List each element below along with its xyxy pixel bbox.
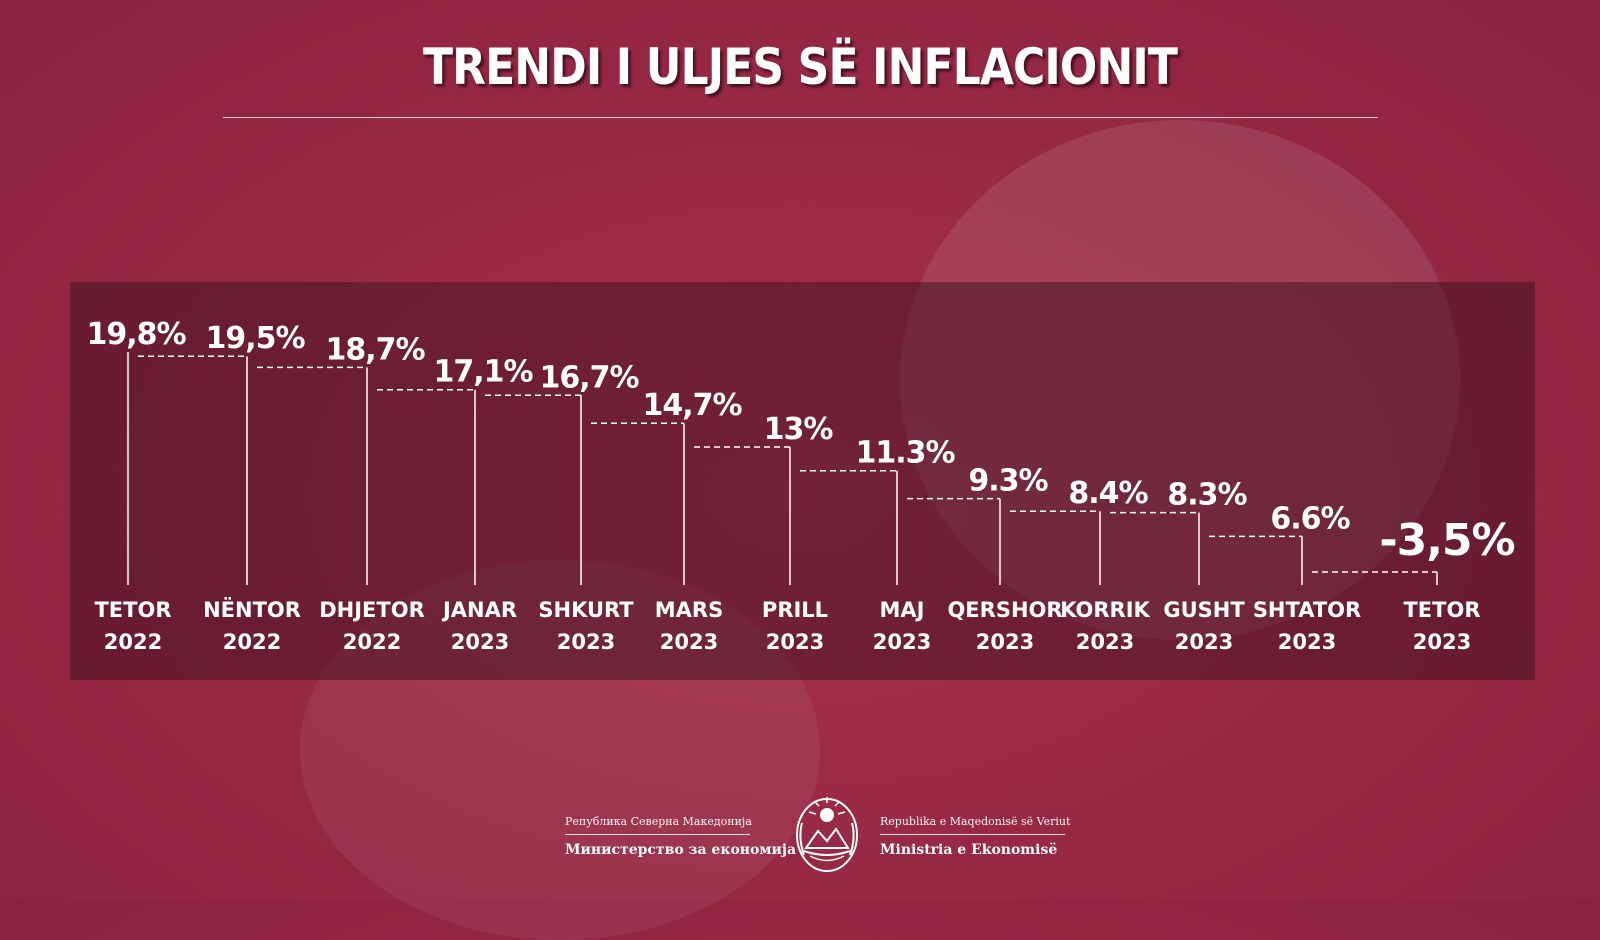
x-tick-year-5: 2023 <box>660 630 718 654</box>
value-label-4: 16,7% <box>539 360 639 395</box>
x-tick-month-3: JANAR <box>441 598 517 622</box>
x-tick-year-10: 2023 <box>1175 630 1233 654</box>
x-tick-month-2: DHJETOR <box>319 598 425 622</box>
x-tick-month-11: SHTATOR <box>1253 598 1361 622</box>
x-tick-month-10: GUSHT <box>1163 598 1245 622</box>
x-tick-month-6: PRILL <box>762 598 828 622</box>
value-label-12: -3,5% <box>1379 515 1514 566</box>
x-tick-month-5: MARS <box>655 598 723 622</box>
value-label-2: 18,7% <box>325 332 425 367</box>
x-tick-month-9: KORRIK <box>1060 598 1150 622</box>
value-label-6: 13% <box>764 412 834 447</box>
x-tick-month-4: SHKURT <box>538 598 634 622</box>
footer-right-country: Republika e Maqedonisë së Veriut <box>880 815 1071 828</box>
footer-macedonian: Република Северна Македонија Министерств… <box>565 815 796 858</box>
x-tick-year-4: 2023 <box>557 630 615 654</box>
footer-left-ministry: Министерство за економија <box>565 842 797 858</box>
x-tick-year-7: 2023 <box>873 630 931 654</box>
inflation-chart: 19,8% TETOR 2022 19,5% NËNTOR 2022 18,7% DHJETO… <box>86 317 1514 654</box>
value-label-11: 6.6% <box>1270 501 1350 536</box>
page-title: TRENDI I ULJES SË INFLACIONIT <box>422 38 1178 96</box>
x-tick-month-0: TETOR <box>94 598 171 622</box>
state-emblem-icon <box>796 797 858 872</box>
value-label-5: 14,7% <box>642 388 742 423</box>
value-label-3: 17,1% <box>433 355 533 390</box>
title-divider <box>223 117 1378 118</box>
x-tick-year-2: 2022 <box>343 630 401 654</box>
x-tick-year-6: 2023 <box>766 630 824 654</box>
footer-right-ministry: Ministria e Ekonomisë <box>880 842 1058 858</box>
x-tick-year-12: 2023 <box>1413 630 1471 654</box>
footer-albanian: Republika e Maqedonisë së Veriut Ministr… <box>880 815 1070 858</box>
footer-left-country: Република Северна Македонија <box>565 815 752 828</box>
x-tick-year-1: 2022 <box>223 630 281 654</box>
value-label-8: 9.3% <box>968 464 1048 499</box>
x-tick-month-7: MAJ <box>880 598 925 622</box>
value-label-1: 19,5% <box>205 321 305 356</box>
value-label-7: 11.3% <box>855 436 955 471</box>
footer-left-divider <box>565 834 750 835</box>
x-tick-month-1: NËNTOR <box>203 597 301 622</box>
value-label-9: 8.4% <box>1068 476 1148 511</box>
x-tick-month-12: TETOR <box>1403 598 1480 622</box>
x-tick-month-8: QERSHOR <box>947 598 1062 622</box>
x-tick-year-11: 2023 <box>1278 630 1336 654</box>
x-tick-year-8: 2023 <box>976 630 1034 654</box>
x-tick-year-3: 2023 <box>451 630 509 654</box>
value-label-0: 19,8% <box>86 317 186 352</box>
footer-right-divider <box>880 834 1065 835</box>
chart-panel <box>70 282 1535 680</box>
x-tick-year-0: 2022 <box>104 630 162 654</box>
x-tick-year-9: 2023 <box>1076 630 1134 654</box>
value-label-10: 8.3% <box>1167 478 1247 513</box>
